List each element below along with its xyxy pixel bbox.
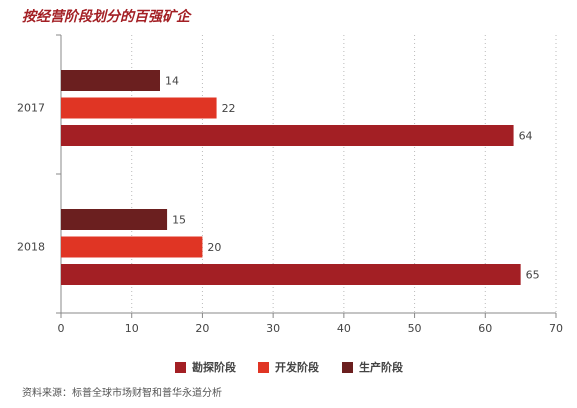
legend-swatch [342, 362, 353, 373]
bar [61, 236, 203, 258]
value-label: 22 [222, 102, 236, 115]
legend-label: 生产阶段 [359, 360, 403, 374]
bar [61, 97, 217, 119]
legend-swatch [258, 362, 269, 373]
y-tick-label: 2018 [17, 241, 45, 254]
x-tick-label: 60 [478, 322, 492, 335]
value-label: 14 [165, 75, 179, 88]
legend-label: 勘探阶段 [192, 360, 236, 374]
legend-swatch [175, 362, 186, 373]
value-label: 20 [207, 241, 221, 254]
bar [61, 125, 514, 146]
x-tick-label: 40 [337, 322, 351, 335]
x-tick-label: 50 [408, 322, 422, 335]
value-label: 15 [172, 214, 186, 227]
x-tick-label: 70 [549, 322, 563, 335]
x-tick-label: 0 [58, 322, 65, 335]
chart-title: 按经营阶段划分的百强矿企 [22, 8, 192, 25]
value-label: 64 [519, 130, 533, 143]
legend-label: 开发阶段 [275, 360, 319, 374]
x-tick-label: 30 [266, 322, 280, 335]
bar [61, 264, 521, 285]
source-note: 资料来源：标普全球市场财智和普华永道分析 [22, 386, 222, 399]
bar [61, 70, 160, 91]
bar [61, 209, 168, 230]
value-label: 65 [526, 269, 540, 282]
y-tick-label: 2017 [17, 102, 45, 115]
x-tick-label: 10 [125, 322, 139, 335]
x-tick-label: 20 [195, 322, 209, 335]
